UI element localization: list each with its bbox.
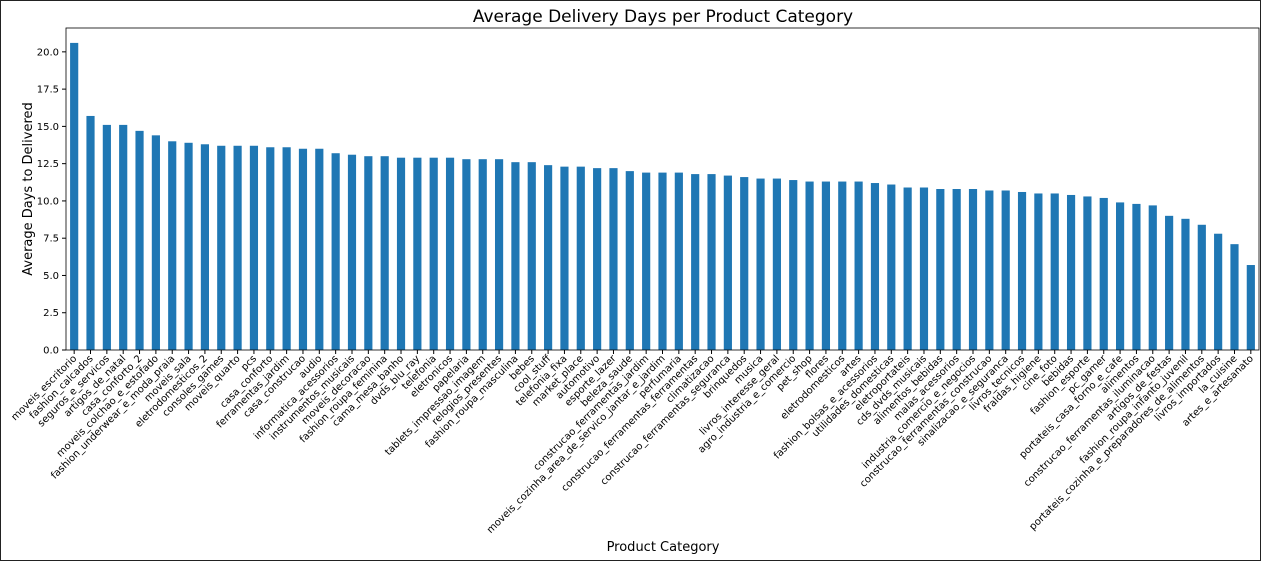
bar [266, 147, 275, 350]
bar [1034, 193, 1043, 350]
bar [86, 115, 95, 350]
bar [1099, 197, 1108, 350]
bar [1197, 224, 1206, 350]
bar [347, 154, 357, 350]
bar [919, 187, 929, 350]
bar [527, 162, 536, 350]
bar [298, 148, 308, 350]
bar [854, 181, 863, 350]
bar [331, 153, 340, 350]
bar [544, 165, 553, 350]
bar [838, 181, 847, 350]
bar [1132, 203, 1141, 350]
bar [1214, 233, 1223, 350]
y-tick-label: 20.0 [37, 47, 59, 58]
bar [233, 145, 242, 350]
bar [1050, 193, 1059, 350]
bar [511, 162, 520, 350]
bar [1083, 196, 1092, 350]
bar [1165, 215, 1174, 350]
bar [462, 159, 471, 350]
bar [200, 144, 209, 350]
y-tick-label: 10.0 [37, 196, 59, 207]
y-tick-label: 0.0 [43, 346, 59, 357]
bar [429, 157, 438, 350]
y-tick-label: 5.0 [43, 271, 59, 282]
bar [625, 171, 634, 350]
bar [282, 147, 291, 350]
y-tick-label: 17.5 [37, 85, 59, 96]
plot-frame [65, 27, 1260, 351]
bar [593, 168, 602, 350]
bar [1017, 191, 1027, 350]
x-axis-label: Product Category [607, 540, 720, 555]
y-tick-label: 7.5 [43, 234, 59, 245]
bar [1230, 244, 1239, 350]
bar [396, 157, 406, 350]
bar [968, 189, 978, 350]
bar [985, 190, 994, 350]
bar [609, 168, 618, 350]
bar [184, 142, 193, 350]
bar [445, 157, 455, 350]
bar [674, 172, 683, 350]
bar [119, 124, 128, 350]
bar [151, 135, 160, 350]
bar [658, 172, 667, 350]
bar [1181, 218, 1190, 350]
bar [380, 156, 389, 350]
bar [102, 124, 111, 350]
y-axis-label: Average Days to Delivered [21, 102, 36, 276]
bar [560, 166, 569, 350]
bar [494, 159, 504, 350]
bar [772, 178, 781, 350]
bar [217, 145, 226, 350]
bar [887, 184, 896, 350]
bar [707, 174, 716, 350]
bar [1148, 205, 1157, 350]
bar [821, 181, 831, 350]
bar [691, 174, 700, 350]
bar [870, 183, 880, 350]
bar [642, 172, 651, 350]
bar [576, 166, 585, 350]
bar [364, 156, 373, 350]
bar [789, 180, 798, 350]
bar [952, 189, 961, 350]
chart-title: Average Delivery Days per Product Catego… [473, 7, 853, 27]
bar [70, 42, 79, 350]
bar [740, 177, 749, 350]
bar [249, 145, 259, 350]
bar [936, 189, 945, 350]
bar [723, 175, 732, 350]
bar [1066, 194, 1076, 350]
y-tick-label: 15.0 [37, 122, 59, 133]
bar [135, 130, 144, 350]
y-tick-label: 12.5 [37, 159, 59, 170]
bar [1116, 202, 1125, 350]
bar [315, 148, 324, 350]
bar [478, 159, 487, 350]
bar [756, 178, 765, 350]
bar [805, 181, 814, 350]
bar [413, 157, 422, 350]
y-tick-label: 2.5 [43, 308, 59, 319]
bar [1001, 190, 1010, 350]
bar [1246, 265, 1255, 350]
bar [903, 187, 912, 350]
bar [168, 141, 177, 350]
